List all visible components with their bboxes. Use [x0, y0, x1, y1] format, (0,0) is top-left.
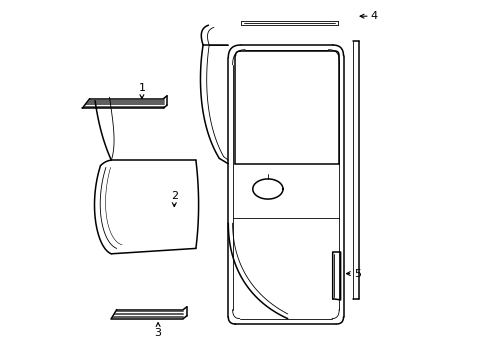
Text: 2: 2 [170, 191, 178, 201]
Text: 1: 1 [138, 83, 145, 93]
Text: 5: 5 [354, 269, 361, 279]
Text: 3: 3 [154, 328, 161, 338]
Text: 4: 4 [370, 11, 377, 21]
